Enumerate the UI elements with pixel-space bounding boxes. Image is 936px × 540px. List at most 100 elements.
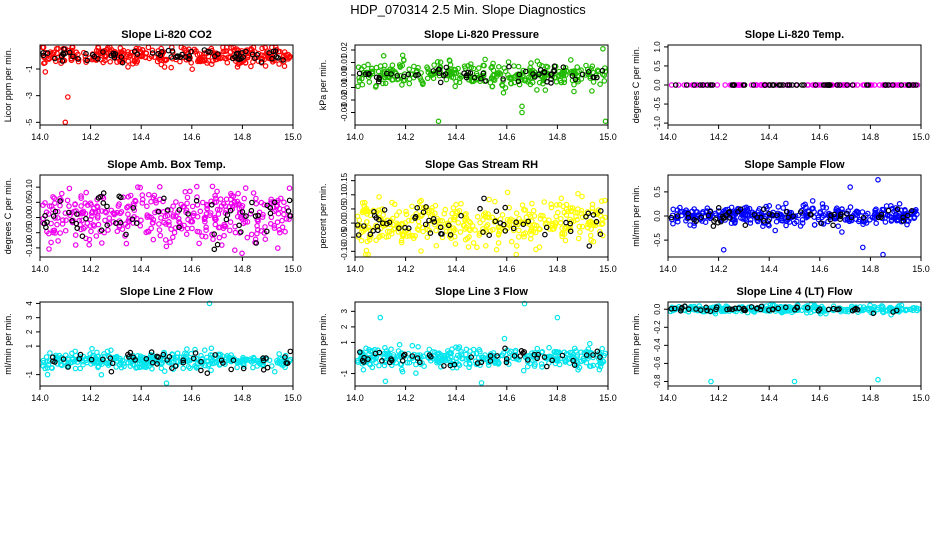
data-point bbox=[574, 354, 581, 360]
data-point bbox=[380, 52, 387, 59]
y-tick-label: 0.10 bbox=[25, 179, 34, 195]
data-point bbox=[181, 203, 187, 210]
data-point bbox=[227, 227, 233, 234]
data-point bbox=[670, 206, 677, 213]
data-point bbox=[94, 359, 101, 366]
data-point bbox=[138, 361, 145, 368]
y-tick-label: 0.0 bbox=[653, 79, 662, 91]
highlight-point bbox=[790, 213, 796, 219]
data-point bbox=[287, 356, 294, 363]
y-tick-label: 0.5 bbox=[653, 186, 662, 198]
data-point bbox=[168, 64, 175, 71]
data-point bbox=[240, 220, 247, 227]
data-point bbox=[426, 346, 433, 353]
highlight-point bbox=[402, 224, 408, 231]
highlight-point bbox=[590, 352, 596, 358]
data-point bbox=[360, 228, 367, 235]
data-point bbox=[279, 224, 286, 231]
x-tick-label: 14.2 bbox=[82, 132, 100, 142]
data-point bbox=[281, 199, 287, 206]
y-tick-label: 4 bbox=[25, 301, 34, 306]
data-point bbox=[50, 194, 56, 200]
data-point bbox=[196, 240, 202, 247]
data-point bbox=[462, 216, 469, 222]
highlight-point bbox=[794, 304, 801, 311]
data-point bbox=[487, 355, 494, 362]
data-point bbox=[539, 364, 545, 370]
data-point bbox=[470, 346, 477, 353]
data-point bbox=[415, 218, 422, 225]
data-point bbox=[590, 79, 597, 85]
x-tick-label: 14.6 bbox=[498, 393, 516, 403]
highlight-point bbox=[447, 362, 454, 369]
data-point bbox=[191, 356, 198, 363]
data-point bbox=[466, 364, 472, 371]
data-point bbox=[700, 209, 706, 215]
highlight-point bbox=[260, 355, 266, 361]
y-axis-label: ml/min per min. bbox=[318, 313, 328, 375]
data-point bbox=[62, 227, 69, 234]
data-point bbox=[125, 64, 131, 70]
data-point bbox=[495, 240, 502, 246]
data-point bbox=[450, 205, 457, 211]
data-point bbox=[499, 212, 506, 218]
data-point bbox=[241, 363, 247, 369]
data-point bbox=[369, 364, 376, 371]
outlier-point bbox=[847, 184, 854, 190]
points-group bbox=[668, 177, 920, 258]
data-point bbox=[892, 82, 899, 88]
data-point bbox=[355, 83, 361, 90]
x-tick-label: 14.2 bbox=[82, 393, 100, 403]
highlight-point bbox=[88, 356, 95, 363]
panel-4: Slope Amb. Box Temp. degrees C per min. 14… bbox=[3, 159, 302, 274]
data-point bbox=[534, 345, 541, 352]
highlight-point bbox=[65, 364, 71, 370]
highlight-point bbox=[356, 70, 363, 77]
highlight-point bbox=[668, 214, 675, 221]
highlight-point bbox=[579, 71, 586, 78]
data-point bbox=[94, 215, 101, 221]
highlight-point bbox=[422, 221, 429, 228]
y-tick-label: -5 bbox=[25, 118, 34, 126]
highlight-point bbox=[198, 367, 204, 374]
highlight-point bbox=[506, 63, 512, 70]
data-point bbox=[170, 214, 177, 220]
x-tick-label: 14.6 bbox=[811, 132, 829, 142]
highlight-point bbox=[748, 304, 755, 310]
highlight-point bbox=[572, 76, 579, 83]
highlight-point bbox=[585, 69, 592, 75]
data-point bbox=[151, 192, 158, 199]
data-point bbox=[173, 362, 180, 369]
data-point bbox=[193, 363, 200, 370]
highlight-point bbox=[741, 82, 748, 88]
highlight-point bbox=[227, 207, 234, 214]
highlight-point bbox=[388, 71, 394, 77]
data-point bbox=[149, 365, 155, 372]
data-point bbox=[513, 72, 519, 79]
highlight-point bbox=[230, 55, 236, 62]
data-point bbox=[436, 355, 443, 362]
data-point bbox=[433, 242, 440, 249]
highlight-point bbox=[837, 216, 843, 223]
highlight-point bbox=[710, 223, 717, 229]
highlight-point bbox=[599, 67, 606, 74]
panel-8: Slope Line 3 Flow ml/min per min. 14.0 14.2… bbox=[318, 286, 617, 403]
highlight-point bbox=[107, 355, 114, 361]
panel-title: Slope Amb. Box Temp. bbox=[107, 159, 226, 171]
data-point bbox=[472, 227, 478, 233]
x-tick-label: 14.8 bbox=[862, 132, 880, 142]
data-point bbox=[873, 220, 880, 227]
highlight-point bbox=[176, 224, 182, 231]
highlight-point bbox=[741, 307, 748, 314]
data-point bbox=[541, 216, 548, 223]
outlier-point bbox=[708, 378, 714, 385]
data-point bbox=[819, 201, 826, 207]
highlight-point bbox=[285, 208, 292, 214]
data-point bbox=[864, 210, 871, 217]
points-group bbox=[354, 189, 608, 258]
panel-7: Slope Line 2 Flow ml/min per min. 14.0 14.2… bbox=[3, 286, 302, 403]
highlight-point bbox=[253, 240, 260, 246]
highlight-point bbox=[784, 82, 791, 88]
highlight-point bbox=[415, 71, 422, 78]
highlight-point bbox=[188, 48, 195, 55]
